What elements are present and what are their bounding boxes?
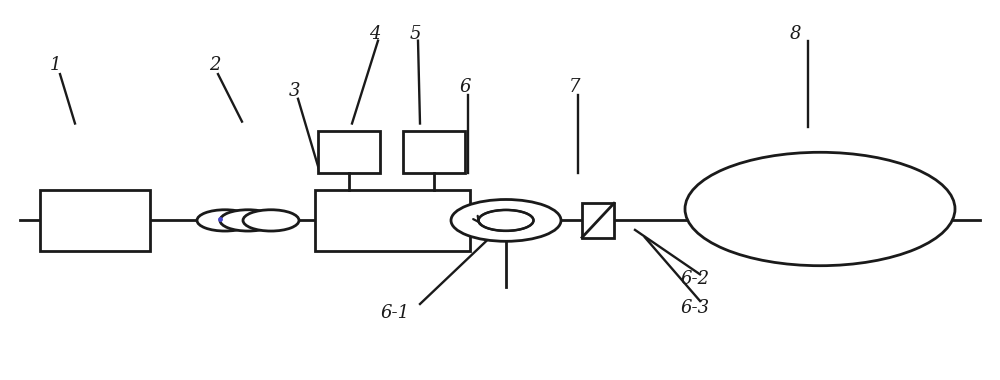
Text: 1: 1	[49, 55, 61, 74]
Ellipse shape	[685, 152, 955, 266]
Text: 2: 2	[209, 55, 221, 74]
Ellipse shape	[720, 167, 920, 251]
Ellipse shape	[755, 182, 885, 236]
Text: 8: 8	[789, 25, 801, 43]
Bar	[40, 190, 150, 251]
Circle shape	[479, 210, 534, 231]
Bar	[582, 203, 614, 238]
Text: 4: 4	[369, 25, 381, 43]
Circle shape	[243, 210, 299, 231]
Text: 6-1: 6-1	[380, 304, 410, 323]
Circle shape	[220, 210, 276, 231]
Circle shape	[197, 210, 253, 231]
Bar	[318, 131, 380, 173]
Text: 6-2: 6-2	[680, 270, 710, 288]
Text: 3: 3	[289, 82, 301, 100]
Bar	[315, 190, 470, 251]
Text: 6-3: 6-3	[680, 299, 710, 317]
Text: 6: 6	[459, 78, 471, 97]
Text: 7: 7	[569, 78, 581, 97]
Circle shape	[451, 200, 561, 241]
Text: 5: 5	[409, 25, 421, 43]
Bar	[403, 131, 465, 173]
